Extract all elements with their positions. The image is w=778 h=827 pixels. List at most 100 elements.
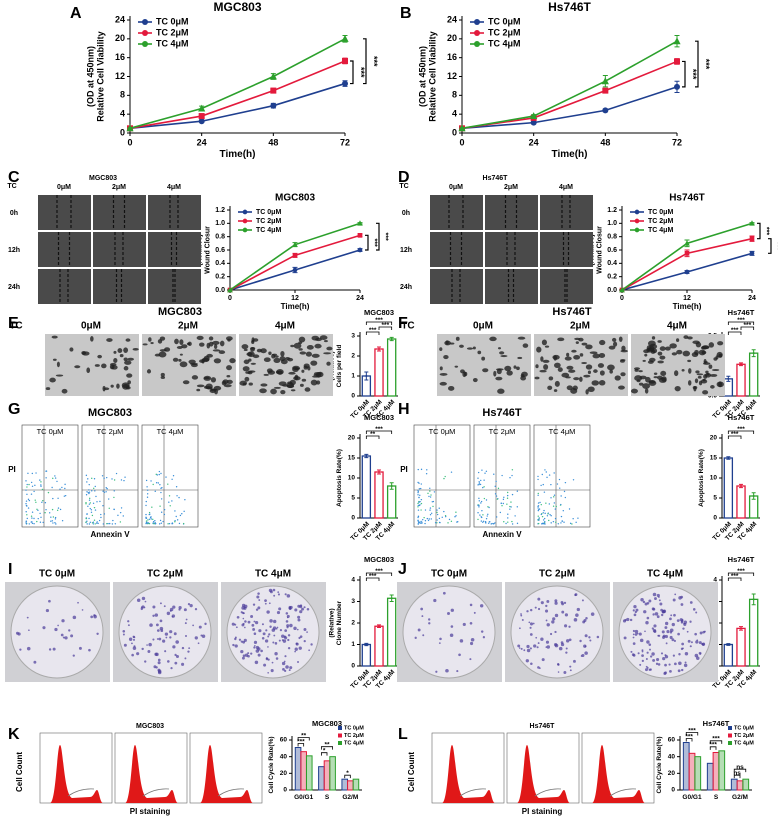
colony: [554, 643, 558, 647]
image-label: 0μM: [473, 321, 493, 332]
cell: [703, 374, 708, 379]
colony: [268, 602, 271, 605]
colony: [669, 628, 674, 633]
event: [502, 498, 505, 501]
event: [537, 502, 540, 504]
point: [602, 87, 609, 94]
event: [421, 522, 423, 525]
event: [553, 494, 556, 496]
event: [30, 515, 33, 517]
cell: [717, 341, 724, 346]
event: [483, 497, 486, 500]
colony: [258, 629, 262, 633]
colony: [297, 660, 300, 663]
image-label: 12h: [400, 247, 412, 254]
event: [156, 474, 159, 476]
colony: [634, 610, 637, 614]
cell: [314, 343, 322, 349]
colony: [533, 644, 537, 648]
colony: [257, 653, 261, 657]
cell: [579, 376, 583, 382]
colony: [673, 639, 677, 643]
y-axis-label: Cells per field: [336, 345, 343, 388]
colony: [532, 622, 535, 625]
cell: [178, 358, 182, 362]
cell: [301, 369, 305, 373]
cell: [657, 375, 663, 380]
event: [25, 522, 27, 524]
sig-label: ***: [737, 317, 745, 324]
point: [530, 112, 538, 120]
sig-bracket: [344, 774, 351, 779]
series-line: [461, 86, 678, 130]
colony: [689, 645, 692, 648]
event: [480, 479, 482, 482]
cell: [121, 382, 130, 389]
y-tick-label: 24: [115, 14, 125, 24]
event: [44, 501, 47, 504]
wound-image: [540, 232, 593, 267]
event: [562, 509, 564, 512]
dot: [378, 348, 380, 350]
event: [33, 522, 35, 525]
sig-label: ***: [370, 239, 377, 247]
sig-bracket: [685, 732, 699, 736]
colony: [274, 652, 278, 656]
event: [537, 518, 539, 521]
event: [417, 521, 420, 523]
cell: [659, 346, 666, 351]
colony: [181, 662, 185, 666]
cell: [659, 355, 666, 360]
colony: [641, 649, 644, 652]
event: [40, 516, 42, 518]
bar: [723, 457, 734, 519]
cell: [90, 335, 94, 342]
point: [684, 240, 690, 246]
event: [488, 506, 490, 509]
event: [25, 511, 27, 513]
colony: [170, 667, 173, 670]
colony: [62, 636, 65, 639]
event: [96, 501, 98, 503]
event: [542, 483, 544, 486]
event: [91, 514, 94, 517]
event: [434, 522, 437, 524]
colony: [421, 615, 424, 617]
event: [112, 519, 114, 522]
histogram: [114, 732, 188, 804]
colony: [255, 620, 259, 625]
colony: [265, 657, 268, 660]
event: [482, 486, 484, 489]
cell: [583, 374, 591, 378]
colony: [265, 629, 268, 632]
cell: [598, 380, 606, 386]
event: [86, 523, 88, 525]
image-label: 2μM: [112, 184, 126, 191]
colony: [695, 640, 699, 644]
event: [478, 506, 480, 508]
colony: [247, 620, 251, 624]
cell: [273, 386, 281, 389]
event: [478, 500, 480, 502]
image-label: 4μM: [275, 321, 295, 332]
event: [436, 511, 438, 514]
image-label: TC: [7, 183, 16, 190]
event: [501, 505, 503, 507]
bar: [682, 742, 690, 791]
cell: [310, 360, 318, 366]
cell: [439, 381, 447, 386]
colony: [632, 636, 635, 639]
bar: [736, 627, 746, 667]
colony: [267, 635, 270, 638]
legend-label: TC 4μM: [648, 227, 673, 234]
event: [511, 523, 514, 525]
cell: [660, 370, 667, 377]
colony: [253, 632, 257, 635]
sig-label: ***: [688, 727, 696, 734]
colony: [581, 599, 584, 602]
event: [477, 518, 479, 521]
event: [27, 507, 30, 509]
event: [26, 514, 28, 516]
event: [31, 521, 33, 523]
colony: [662, 635, 666, 639]
